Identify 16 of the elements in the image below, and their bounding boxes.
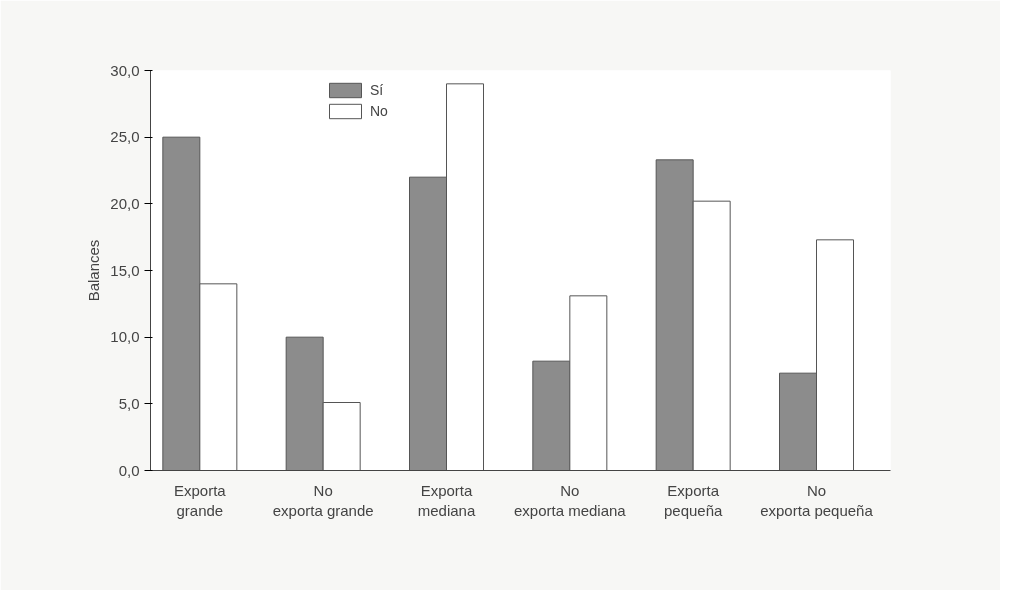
x-tick-label: Exporta mediana: [417, 481, 476, 519]
y-tick-label: 15,0: [110, 261, 140, 279]
y-tick-label: 25,0: [110, 128, 140, 146]
y-tick-label: 20,0: [110, 194, 140, 212]
x-tick-label: Exporta pequeña: [663, 481, 724, 519]
y-tick-label: 5,0: [118, 394, 140, 412]
y-tick-label: 0,0: [118, 461, 140, 479]
x-tick-label: Exporta grande: [173, 481, 227, 519]
legend-label: No: [370, 103, 389, 119]
x-tick-label: No exporta grande: [272, 481, 374, 519]
y-tick-label: 30,0: [110, 61, 140, 79]
x-tick-label: No exporta pequeña: [760, 481, 874, 519]
y-tick-label: 10,0: [110, 328, 140, 346]
y-axis-title: Balances: [85, 239, 103, 302]
x-tick-label: No exporta mediana: [513, 481, 627, 519]
legend-label: Sí: [370, 82, 385, 98]
